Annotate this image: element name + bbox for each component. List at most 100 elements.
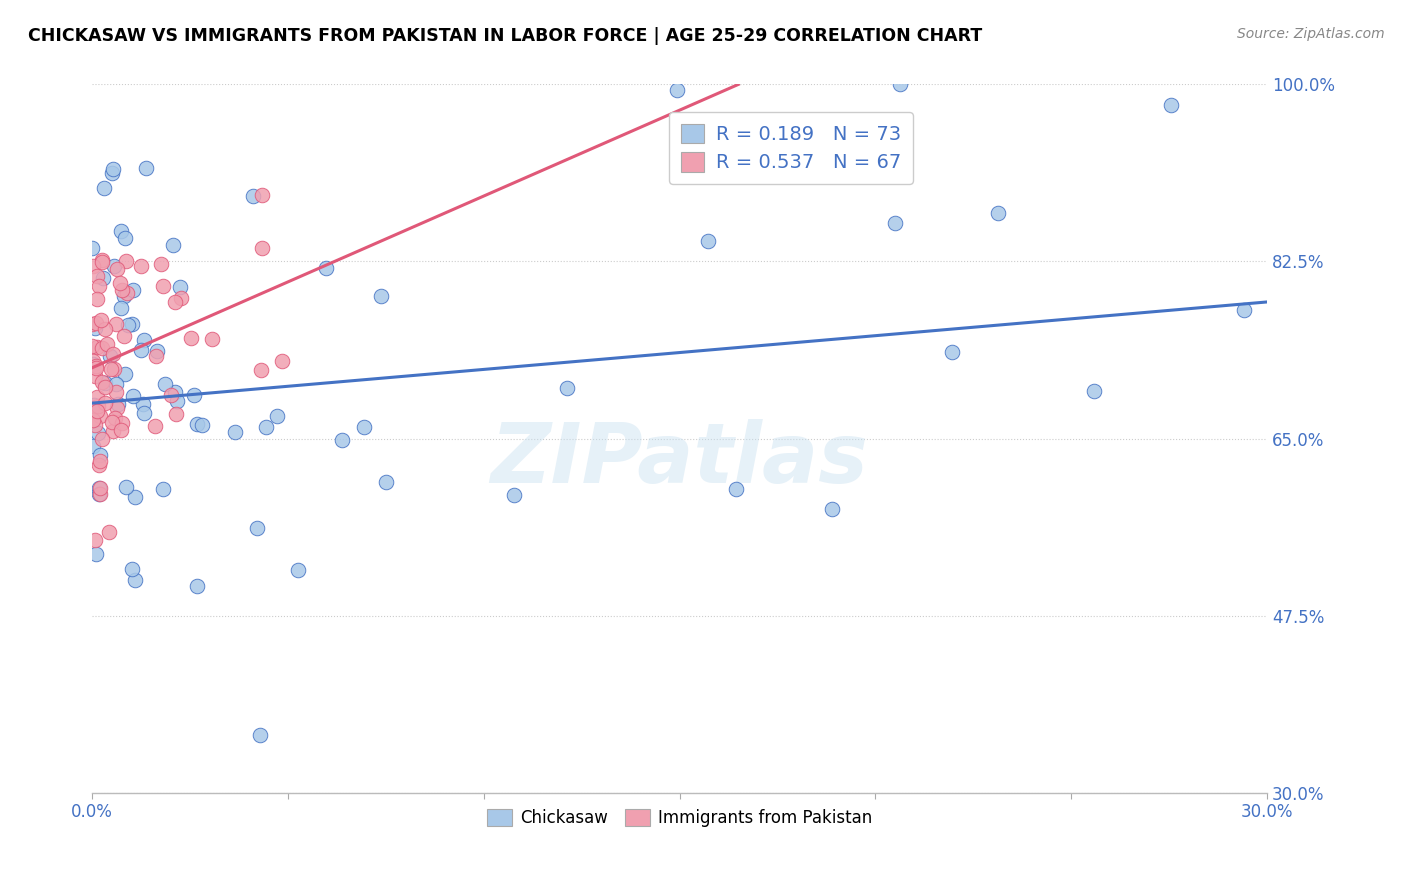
Point	[89, 409, 111, 424]
Point	[82, 339, 104, 353]
Point	[98, 349, 121, 363]
Point	[101, 347, 124, 361]
Point	[98, 524, 121, 539]
Point	[186, 417, 208, 432]
Point	[821, 502, 844, 516]
Point	[89, 449, 111, 463]
Point	[100, 361, 122, 376]
Point	[697, 234, 720, 248]
Point	[94, 380, 117, 394]
Point	[122, 389, 145, 403]
Point	[89, 279, 111, 293]
Point	[90, 312, 112, 326]
Point	[83, 398, 105, 412]
Point	[101, 424, 124, 438]
Point	[180, 331, 202, 345]
Point	[114, 231, 136, 245]
Point	[83, 418, 105, 433]
Point	[166, 393, 188, 408]
Point	[135, 161, 157, 175]
Point	[108, 276, 131, 290]
Text: Source: ZipAtlas.com: Source: ZipAtlas.com	[1237, 27, 1385, 41]
Point	[242, 189, 264, 203]
Point	[143, 419, 166, 434]
Point	[110, 423, 132, 437]
Point	[155, 376, 177, 391]
Point	[163, 294, 186, 309]
Text: CHICKASAW VS IMMIGRANTS FROM PAKISTAN IN LABOR FORCE | AGE 25-29 CORRELATION CHA: CHICKASAW VS IMMIGRANTS FROM PAKISTAN IN…	[28, 27, 983, 45]
Point	[169, 280, 191, 294]
Point	[117, 318, 139, 333]
Point	[84, 359, 107, 373]
Point	[110, 301, 132, 315]
Point	[103, 161, 125, 176]
Point	[191, 417, 214, 432]
Point	[87, 425, 110, 440]
Point	[87, 399, 110, 413]
Point	[94, 322, 117, 336]
Point	[82, 354, 104, 368]
Point	[84, 316, 107, 330]
Point	[82, 401, 104, 415]
Point	[502, 488, 524, 502]
Point	[121, 561, 143, 575]
Text: ZIPatlas: ZIPatlas	[491, 419, 869, 500]
Point	[90, 432, 112, 446]
Point	[315, 261, 337, 276]
Point	[91, 253, 114, 268]
Point	[250, 241, 273, 255]
Point	[84, 547, 107, 561]
Point	[1233, 303, 1256, 318]
Point	[122, 283, 145, 297]
Point	[353, 419, 375, 434]
Point	[249, 728, 271, 742]
Point	[114, 254, 136, 268]
Point	[115, 285, 138, 300]
Point	[124, 573, 146, 587]
Point	[84, 321, 107, 335]
Point	[165, 407, 187, 421]
Point	[287, 563, 309, 577]
Point	[84, 533, 107, 547]
Point	[987, 206, 1010, 220]
Point	[104, 317, 127, 331]
Point	[105, 262, 128, 277]
Point	[107, 397, 129, 411]
Point	[249, 363, 271, 377]
Point	[224, 425, 246, 439]
Point	[96, 337, 118, 351]
Point	[124, 490, 146, 504]
Point	[889, 78, 911, 92]
Point	[186, 579, 208, 593]
Point	[105, 401, 128, 416]
Point	[254, 419, 277, 434]
Point	[150, 257, 173, 271]
Point	[89, 481, 111, 495]
Point	[134, 334, 156, 348]
Point	[152, 278, 174, 293]
Point	[90, 341, 112, 355]
Point	[941, 345, 963, 359]
Point	[145, 349, 167, 363]
Point	[82, 357, 104, 371]
Point	[152, 482, 174, 496]
Point	[86, 269, 108, 284]
Point	[90, 375, 112, 389]
Point	[271, 354, 294, 368]
Point	[114, 368, 136, 382]
Point	[82, 318, 104, 332]
Point	[86, 340, 108, 354]
Point	[1083, 384, 1105, 399]
Point	[91, 254, 114, 268]
Point	[101, 415, 124, 429]
Point	[89, 487, 111, 501]
Legend: Chickasaw, Immigrants from Pakistan: Chickasaw, Immigrants from Pakistan	[479, 803, 879, 834]
Point	[87, 481, 110, 495]
Point	[250, 187, 273, 202]
Point	[89, 454, 111, 468]
Point	[112, 329, 135, 343]
Point	[86, 292, 108, 306]
Point	[103, 259, 125, 273]
Point	[165, 385, 187, 400]
Point	[82, 260, 104, 274]
